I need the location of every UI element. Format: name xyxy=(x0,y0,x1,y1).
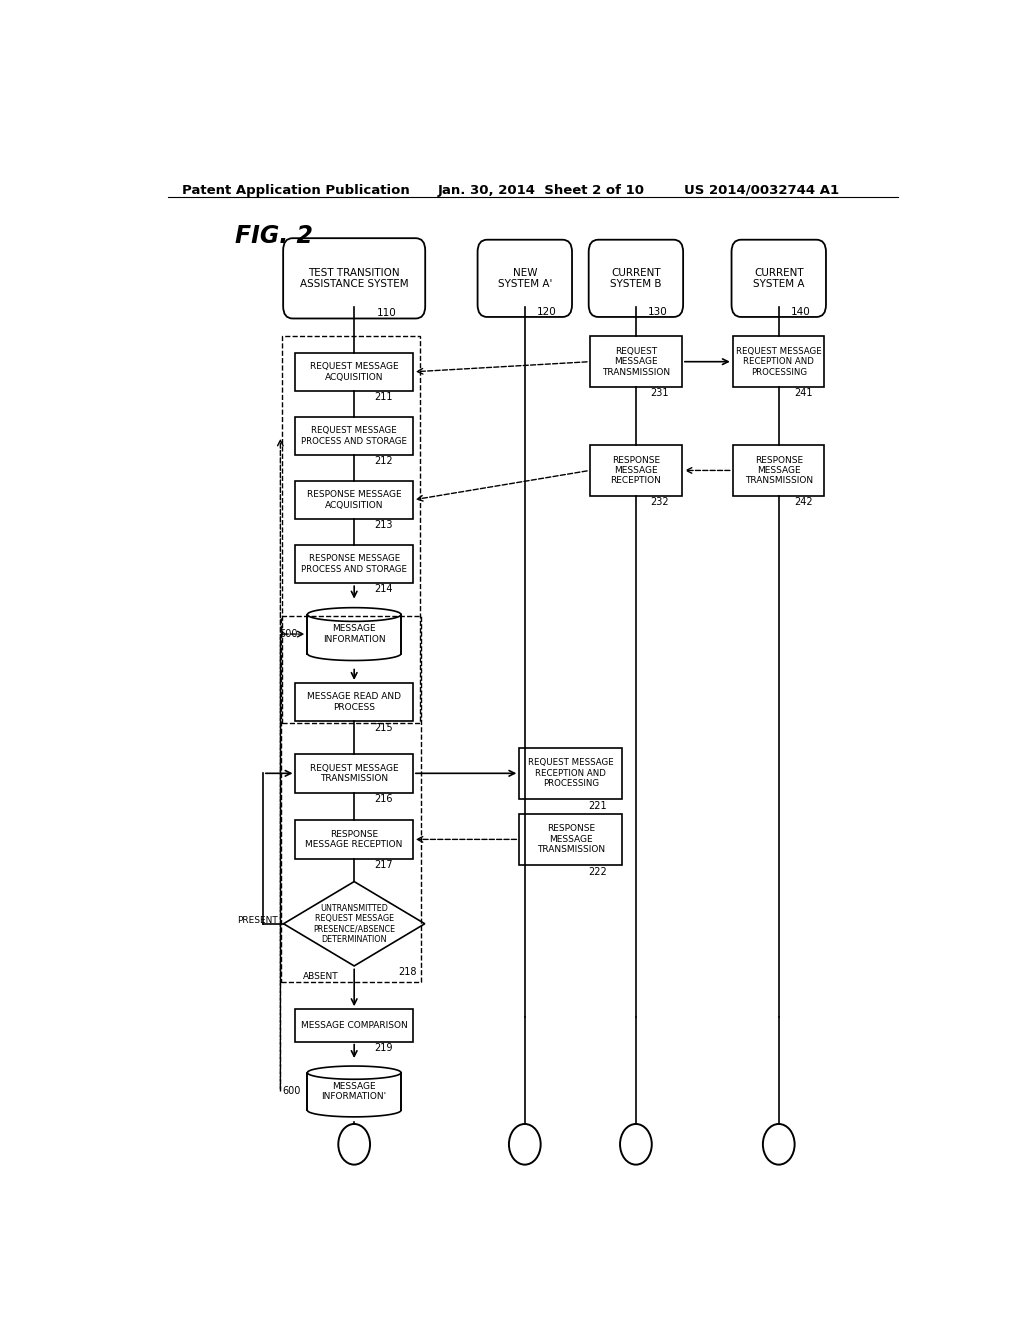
Text: RESPONSE
MESSAGE
TRANSMISSION: RESPONSE MESSAGE TRANSMISSION xyxy=(537,825,605,854)
Bar xyxy=(296,352,413,391)
Text: 211: 211 xyxy=(374,392,392,403)
Text: CURRENT
SYSTEM A: CURRENT SYSTEM A xyxy=(753,268,805,289)
Text: REQUEST MESSAGE
ACQUISITION: REQUEST MESSAGE ACQUISITION xyxy=(310,362,398,381)
Text: Patent Application Publication: Patent Application Publication xyxy=(182,183,410,197)
Bar xyxy=(296,1008,413,1041)
Text: 242: 242 xyxy=(795,496,813,507)
Text: CURRENT
SYSTEM B: CURRENT SYSTEM B xyxy=(610,268,662,289)
Text: RESPONSE
MESSAGE RECEPTION: RESPONSE MESSAGE RECEPTION xyxy=(305,830,402,849)
Bar xyxy=(307,1073,401,1110)
Bar xyxy=(733,337,824,387)
Text: 130: 130 xyxy=(648,306,668,317)
Text: 218: 218 xyxy=(397,968,417,977)
Text: REQUEST MESSAGE
TRANSMISSION: REQUEST MESSAGE TRANSMISSION xyxy=(310,764,398,783)
Text: RESPONSE MESSAGE
PROCESS AND STORAGE: RESPONSE MESSAGE PROCESS AND STORAGE xyxy=(301,554,408,574)
Bar xyxy=(281,615,421,982)
Text: PRESENT: PRESENT xyxy=(237,916,278,924)
Text: 222: 222 xyxy=(588,867,607,876)
Text: 231: 231 xyxy=(650,388,669,399)
Text: MESSAGE
INFORMATION: MESSAGE INFORMATION xyxy=(323,624,385,644)
Text: TEST TRANSITION
ASSISTANCE SYSTEM: TEST TRANSITION ASSISTANCE SYSTEM xyxy=(300,268,409,289)
Text: 215: 215 xyxy=(374,722,392,733)
Text: FIG. 2: FIG. 2 xyxy=(236,224,313,248)
FancyBboxPatch shape xyxy=(284,238,425,318)
Text: RESPONSE MESSAGE
ACQUISITION: RESPONSE MESSAGE ACQUISITION xyxy=(307,490,401,510)
Text: REQUEST MESSAGE
PROCESS AND STORAGE: REQUEST MESSAGE PROCESS AND STORAGE xyxy=(301,426,408,446)
Bar xyxy=(590,337,682,387)
Bar xyxy=(282,337,421,722)
Text: 216: 216 xyxy=(374,793,392,804)
Text: 214: 214 xyxy=(374,585,392,594)
Text: 110: 110 xyxy=(377,308,396,318)
Bar xyxy=(296,480,413,519)
FancyBboxPatch shape xyxy=(589,240,683,317)
Text: 219: 219 xyxy=(374,1043,392,1052)
Bar xyxy=(296,545,413,583)
Text: NEW
SYSTEM A': NEW SYSTEM A' xyxy=(498,268,552,289)
Text: Jan. 30, 2014  Sheet 2 of 10: Jan. 30, 2014 Sheet 2 of 10 xyxy=(437,183,644,197)
Text: 221: 221 xyxy=(588,801,607,810)
Text: ABSENT: ABSENT xyxy=(303,972,338,981)
Bar xyxy=(519,814,623,865)
Text: REQUEST MESSAGE
RECEPTION AND
PROCESSING: REQUEST MESSAGE RECEPTION AND PROCESSING xyxy=(528,759,613,788)
Bar xyxy=(296,682,413,722)
Text: REQUEST
MESSAGE
TRANSMISSION: REQUEST MESSAGE TRANSMISSION xyxy=(602,347,670,376)
Bar xyxy=(519,748,623,799)
Text: UNTRANSMITTED
REQUEST MESSAGE
PRESENCE/ABSENCE
DETERMINATION: UNTRANSMITTED REQUEST MESSAGE PRESENCE/A… xyxy=(313,904,395,944)
Bar xyxy=(296,754,413,792)
Bar xyxy=(296,820,413,859)
Bar xyxy=(733,445,824,496)
Text: 213: 213 xyxy=(374,520,392,531)
Text: RESPONSE
MESSAGE
RECEPTION: RESPONSE MESSAGE RECEPTION xyxy=(610,455,662,486)
Text: 600: 600 xyxy=(283,1086,301,1097)
Text: 241: 241 xyxy=(795,388,813,399)
Text: MESSAGE COMPARISON: MESSAGE COMPARISON xyxy=(301,1020,408,1030)
Text: 217: 217 xyxy=(374,859,392,870)
Polygon shape xyxy=(284,882,425,966)
FancyBboxPatch shape xyxy=(477,240,572,317)
Text: MESSAGE
INFORMATION': MESSAGE INFORMATION' xyxy=(322,1082,387,1101)
Bar xyxy=(296,417,413,455)
Text: MESSAGE READ AND
PROCESS: MESSAGE READ AND PROCESS xyxy=(307,693,401,711)
Bar xyxy=(307,615,401,653)
Text: US 2014/0032744 A1: US 2014/0032744 A1 xyxy=(684,183,839,197)
Text: 212: 212 xyxy=(374,457,392,466)
Bar xyxy=(590,445,682,496)
Text: REQUEST MESSAGE
RECEPTION AND
PROCESSING: REQUEST MESSAGE RECEPTION AND PROCESSING xyxy=(736,347,821,376)
Text: 140: 140 xyxy=(791,306,810,317)
Text: 120: 120 xyxy=(537,306,556,317)
Text: RESPONSE
MESSAGE
TRANSMISSION: RESPONSE MESSAGE TRANSMISSION xyxy=(744,455,813,486)
FancyBboxPatch shape xyxy=(731,240,826,317)
Text: 232: 232 xyxy=(650,496,669,507)
Text: 500: 500 xyxy=(279,630,297,639)
